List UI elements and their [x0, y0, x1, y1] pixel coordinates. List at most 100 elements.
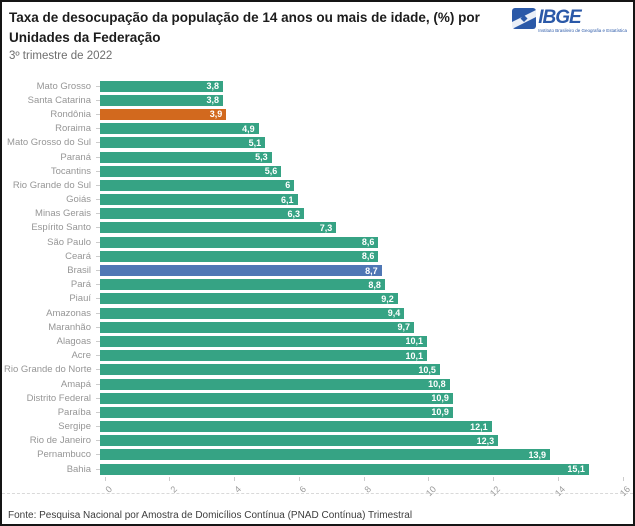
x-tick-mark — [169, 477, 171, 482]
bar[interactable]: 13,9 — [100, 449, 550, 461]
bar-row: Santa Catarina 3,8 — [4, 93, 633, 107]
x-tick-mark — [298, 477, 300, 482]
bar[interactable]: 5,1 — [100, 137, 266, 149]
bar-value-label: 10,8 — [428, 379, 446, 390]
bar[interactable]: 6,1 — [100, 194, 298, 206]
x-tick-label: 16 — [617, 484, 633, 499]
state-label: Maranhão — [48, 321, 91, 333]
bar-row: Roraima 4,9 — [4, 122, 633, 136]
bar-row: Espírito Santo 7,3 — [4, 221, 633, 235]
bar-row: Rio Grande do Sul 6 — [4, 178, 633, 192]
x-tick-mark — [622, 477, 624, 482]
category-tick — [96, 142, 100, 144]
bar[interactable]: 9,4 — [100, 307, 405, 319]
category-tick — [96, 355, 100, 357]
bar-value-label: 5,1 — [248, 137, 262, 148]
bar[interactable]: 8,8 — [100, 279, 385, 291]
bar-row: Distrito Federal 10,9 — [4, 391, 633, 405]
bars-container: Mato Grosso 3,8 Santa Catarina 3,8 Rondô… — [4, 79, 633, 476]
bar-value-label: 5,6 — [264, 166, 278, 177]
x-tick-mark — [557, 477, 559, 482]
category-tick — [96, 227, 100, 229]
x-tick-label: 14 — [553, 484, 568, 499]
bar[interactable]: 8,6 — [100, 236, 379, 248]
bar[interactable]: 6,3 — [100, 208, 304, 220]
bar-value-label: 6,1 — [280, 194, 294, 205]
bar-row: Rio Grande do Norte 10,5 — [4, 363, 633, 377]
bar-row: Pará 8,8 — [4, 278, 633, 292]
category-tick — [96, 213, 100, 215]
bar[interactable]: 10,1 — [100, 350, 427, 362]
category-tick — [96, 99, 100, 101]
bar[interactable]: 7,3 — [100, 222, 337, 234]
bar[interactable]: 10,1 — [100, 335, 427, 347]
bar-row: Amapá 10,8 — [4, 377, 633, 391]
state-label: Rio Grande do Sul — [12, 179, 91, 191]
state-label: Paraíba — [57, 406, 91, 418]
bar-row: Amazonas 9,4 — [4, 306, 633, 320]
bar-row: Paraíba 10,9 — [4, 405, 633, 419]
bar[interactable]: 10,8 — [100, 378, 450, 390]
category-tick — [96, 241, 100, 243]
state-label: Brasil — [67, 265, 91, 277]
state-label: Piauí — [69, 293, 91, 305]
state-label: Mato Grosso do Sul — [7, 137, 91, 149]
bar-value-label: 3,8 — [206, 81, 219, 92]
category-tick — [96, 184, 100, 186]
bar-row: Piauí 9,2 — [4, 292, 633, 306]
bar-value-label: 9,2 — [381, 293, 394, 304]
bar[interactable]: 4,9 — [100, 123, 259, 135]
bar-row: Mato Grosso do Sul 5,1 — [4, 136, 633, 150]
bar[interactable]: 9,7 — [100, 321, 414, 333]
category-tick — [96, 199, 100, 201]
state-label: Amapá — [60, 378, 91, 390]
bar[interactable]: 5,6 — [100, 165, 282, 177]
x-tick-mark — [363, 477, 365, 482]
category-tick — [96, 255, 100, 257]
category-tick — [96, 426, 100, 428]
bar-row: Paraná 5,3 — [4, 150, 633, 164]
bar-row: Sergipe 12,1 — [4, 420, 633, 434]
x-axis: 0 2 4 6 8 10 12 14 — [103, 476, 632, 502]
bar-row: Bahia 15,1 — [4, 462, 633, 476]
bar-value-label: 13,9 — [528, 449, 546, 460]
state-label: Distrito Federal — [26, 392, 91, 404]
x-tick-mark — [234, 477, 235, 482]
bar[interactable]: 15,1 — [100, 463, 589, 475]
category-tick — [96, 170, 100, 172]
bar[interactable]: 8,7 — [100, 265, 382, 277]
bar[interactable]: 6 — [100, 179, 295, 191]
bar-row: Maranhão 9,7 — [4, 320, 633, 334]
state-label: Pernambuco — [37, 449, 91, 461]
bar-value-label: 12,3 — [476, 435, 495, 446]
bar-row: Brasil 8,7 — [4, 263, 633, 277]
state-label: Ceará — [65, 250, 91, 262]
category-tick — [96, 312, 100, 314]
bar[interactable]: 12,3 — [100, 435, 499, 447]
category-tick — [96, 270, 100, 272]
bar[interactable]: 3,9 — [100, 108, 227, 120]
category-tick — [96, 85, 100, 87]
bar-row: São Paulo 8,6 — [4, 235, 633, 249]
bar-value-label: 4,9 — [242, 123, 255, 134]
bar-row: Rondônia 3,9 — [4, 107, 633, 121]
bar-value-label: 5,3 — [255, 152, 268, 163]
footer-separator — [2, 493, 633, 494]
bar[interactable]: 10,9 — [100, 406, 453, 418]
source-note: Fonte: Pesquisa Nacional por Amostra de … — [8, 510, 413, 521]
bar[interactable]: 3,8 — [100, 94, 223, 106]
bar-value-label: 8,7 — [365, 265, 378, 276]
bar-value-label: 10,9 — [431, 393, 449, 404]
bar[interactable]: 5,3 — [100, 151, 272, 163]
bar-value-label: 15,1 — [567, 464, 585, 475]
bar[interactable]: 10,5 — [100, 364, 440, 376]
bar[interactable]: 12,1 — [100, 421, 492, 433]
bar[interactable]: 8,6 — [100, 250, 379, 262]
bar-value-label: 3,8 — [206, 95, 219, 106]
state-label: Amazonas — [46, 307, 91, 319]
bar[interactable]: 9,2 — [100, 293, 398, 305]
bar[interactable]: 3,8 — [100, 80, 223, 92]
bar-value-label: 8,8 — [368, 279, 381, 290]
bar[interactable]: 10,9 — [100, 392, 453, 404]
bar-row: Rio de Janeiro 12,3 — [4, 434, 633, 448]
